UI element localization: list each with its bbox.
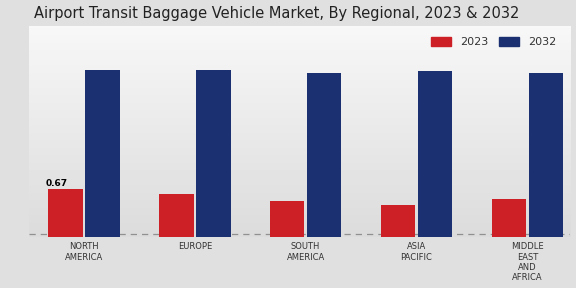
Bar xyxy=(48,189,83,237)
Bar xyxy=(418,71,452,237)
Bar xyxy=(529,73,563,237)
Bar xyxy=(270,201,305,237)
Bar xyxy=(196,70,230,237)
Text: 0.67: 0.67 xyxy=(46,179,68,187)
Bar xyxy=(159,194,194,237)
Bar xyxy=(492,199,526,237)
Text: Airport Transit Baggage Vehicle Market, By Regional, 2023 & 2032: Airport Transit Baggage Vehicle Market, … xyxy=(34,5,520,20)
Bar xyxy=(85,70,120,237)
Bar xyxy=(381,205,415,237)
Bar xyxy=(307,73,342,237)
Legend: 2023, 2032: 2023, 2032 xyxy=(427,34,559,51)
